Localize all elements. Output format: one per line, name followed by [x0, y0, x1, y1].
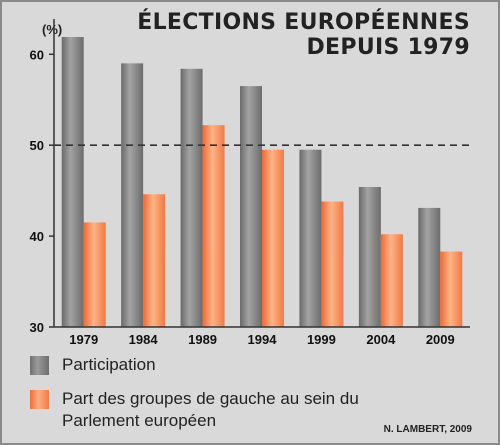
y-tick-label-50: 50 [30, 138, 44, 153]
chart-title: ÉLECTIONS EUROPÉENNES DEPUIS 1979 [137, 10, 470, 60]
x-tick-label-2009: 2009 [426, 332, 455, 347]
y-tick-label-40: 40 [30, 229, 44, 244]
bar-gauche-2009 [440, 251, 463, 327]
x-tick-label-1984: 1984 [129, 332, 159, 347]
x-tick-label-1989: 1989 [188, 332, 217, 347]
bar-chart: 1979 1984 1989 1994 1999 2004 2009 30 40 50 60 [30, 19, 470, 347]
bars-group [61, 37, 463, 328]
bar-gauche-1984 [143, 194, 166, 327]
x-tick-label-1999: 1999 [307, 332, 336, 347]
chart-title-line1: ÉLECTIONS EUROPÉENNES [137, 10, 470, 35]
legend-label-gauche: Part des groupes de gauche au sein du Pa… [62, 389, 359, 430]
bar-participation-1989 [180, 68, 203, 328]
legend-label-participation: Participation [62, 355, 156, 374]
legend: Participation Part des groupes de gauche… [30, 354, 430, 444]
bar-gauche-1989 [202, 125, 225, 327]
legend-swatch-gauche [30, 390, 49, 409]
axes-group: 1979 1984 1989 1994 1999 2004 2009 30 40 50 60 [30, 19, 470, 347]
bar-participation-1999 [299, 149, 322, 327]
y-unit-label: (%) [42, 22, 63, 37]
bar-participation-1984 [121, 63, 144, 327]
bar-gauche-1979 [83, 222, 106, 327]
x-tick-label-2004: 2004 [366, 332, 396, 347]
legend-item-gauche: Part des groupes de gauche au sein du Pa… [30, 388, 430, 432]
chart-title-line2: DEPUIS 1979 [306, 35, 470, 60]
legend-swatch-participation [30, 356, 49, 375]
bar-participation-1979 [61, 37, 84, 327]
bar-participation-2004 [358, 187, 381, 327]
bar-participation-1994 [240, 86, 262, 327]
bar-participation-2009 [418, 207, 441, 327]
x-tick-label-1979: 1979 [69, 332, 98, 347]
bar-gauche-1994 [262, 149, 284, 327]
y-tick-label-30: 30 [30, 320, 44, 335]
bar-gauche-2004 [380, 234, 403, 327]
legend-item-participation: Participation [30, 354, 430, 376]
y-tick-label-60: 60 [30, 47, 44, 62]
x-tick-label-1994: 1994 [248, 332, 278, 347]
credit: N. LAMBERT, 2009 [383, 424, 472, 435]
bar-gauche-1999 [321, 201, 344, 327]
